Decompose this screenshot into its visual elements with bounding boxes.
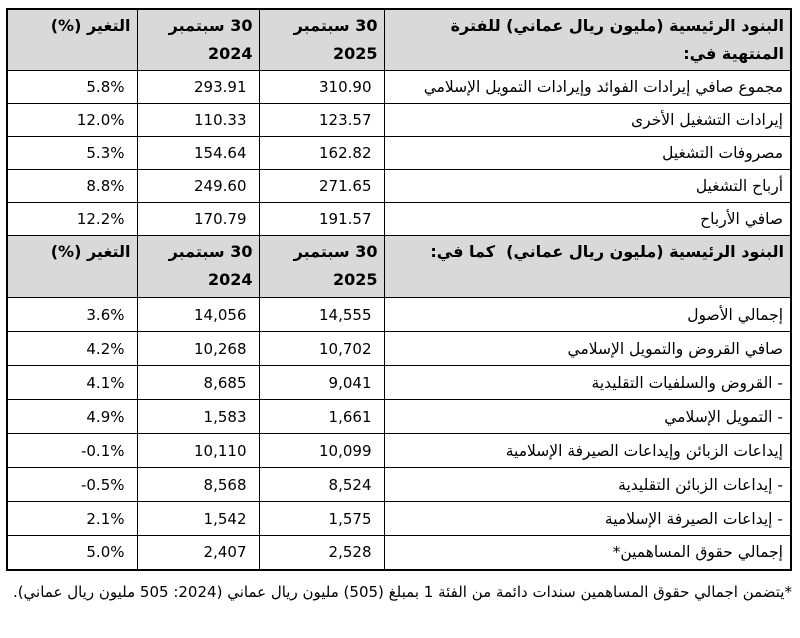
row-label: - التمويل الإسلامي: [383, 399, 792, 434]
section1-title: البنود الرئيسية (مليون ريال عماني) للفتر…: [383, 8, 792, 71]
row-label: مصروفات التشغيل: [383, 136, 792, 170]
column-header-sep-2025: 30 سبتمبر 2025: [258, 8, 385, 71]
value-change: 12.2%: [6, 202, 138, 236]
table-row: إجمالي الأصول 14,555 14,056 3.6%: [6, 297, 792, 332]
value-2025: 1,575: [258, 501, 385, 536]
value-2024: 154.64: [136, 136, 260, 170]
value-2025: 1,661: [258, 399, 385, 434]
table-row: إيرادات التشغيل الأخرى 123.57 110.33 12.…: [6, 103, 792, 137]
value-2024: 10,268: [136, 331, 260, 366]
value-2024: 8,568: [136, 467, 260, 502]
value-2025: 271.65: [258, 169, 385, 203]
value-2024: 1,583: [136, 399, 260, 434]
value-2024: 8,685: [136, 365, 260, 400]
date-line-month: 30 سبتمبر: [293, 16, 378, 35]
row-label: إيداعات الزبائن وإيداعات الصيرفة الإسلام…: [383, 433, 792, 468]
row-label: أرباح التشغيل: [383, 169, 792, 203]
table-row: أرباح التشغيل 271.65 249.60 8.8%: [6, 169, 792, 203]
section1-header-row: البنود الرئيسية (مليون ريال عماني) للفتر…: [6, 8, 792, 71]
date-line-year: 2024: [207, 270, 253, 289]
row-label: - إيداعات الصيرفة الإسلامية: [383, 501, 792, 536]
value-change: 4.1%: [6, 365, 138, 400]
table-row: صافي القروض والتمويل الإسلامي 10,702 10,…: [6, 331, 792, 366]
value-change: 4.2%: [6, 331, 138, 366]
value-2024: 10,110: [136, 433, 260, 468]
value-2025: 310.90: [258, 70, 385, 104]
date-line-year: 2025: [332, 44, 378, 63]
value-change: -0.5%: [6, 467, 138, 502]
value-change: -0.1%: [6, 433, 138, 468]
row-label: - إيداعات الزبائن التقليدية: [383, 467, 792, 502]
value-2025: 10,702: [258, 331, 385, 366]
date-line-year: 2024: [207, 44, 253, 63]
value-change: 2.1%: [6, 501, 138, 536]
value-2024: 1,542: [136, 501, 260, 536]
value-change: 12.0%: [6, 103, 138, 137]
date-line-month: 30 سبتمبر: [168, 242, 253, 261]
column-header-sep-2024: 30 سبتمبر 2024: [136, 235, 260, 298]
financial-summary-table: البنود الرئيسية (مليون ريال عماني) للفتر…: [6, 8, 792, 571]
value-change: 8.8%: [6, 169, 138, 203]
value-2024: 2,407: [136, 535, 260, 570]
value-change: 5.0%: [6, 535, 138, 570]
value-2025: 123.57: [258, 103, 385, 137]
date-line-year: 2025: [332, 270, 378, 289]
table-row: - التمويل الإسلامي 1,661 1,583 4.9%: [6, 399, 792, 434]
value-2025: 10,099: [258, 433, 385, 468]
value-2025: 9,041: [258, 365, 385, 400]
value-2025: 14,555: [258, 297, 385, 332]
section2-header-row: البنود الرئيسية (مليون ريال عماني) كما ف…: [6, 235, 792, 298]
table-row: - القروض والسلفيات التقليدية 9,041 8,685…: [6, 365, 792, 400]
row-label: إجمالي حقوق المساهمين*: [383, 535, 792, 570]
date-line-month: 30 سبتمبر: [293, 242, 378, 261]
column-header-change: التغير (%): [6, 235, 138, 298]
value-2024: 110.33: [136, 103, 260, 137]
footnote: *يتضمن اجمالي حقوق المساهمين سندات دائمة…: [12, 582, 792, 601]
table-row: إجمالي حقوق المساهمين* 2,528 2,407 5.0%: [6, 535, 792, 570]
column-header-sep-2024: 30 سبتمبر 2024: [136, 8, 260, 71]
date-line-month: 30 سبتمبر: [168, 16, 253, 35]
section-balance-sheet: البنود الرئيسية (مليون ريال عماني) كما ف…: [6, 235, 792, 570]
value-change: 5.8%: [6, 70, 138, 104]
column-header-sep-2025: 30 سبتمبر 2025: [258, 235, 385, 298]
row-label: - القروض والسلفيات التقليدية: [383, 365, 792, 400]
value-change: 5.3%: [6, 136, 138, 170]
row-label: صافي الأرباح: [383, 202, 792, 236]
value-2024: 293.91: [136, 70, 260, 104]
value-2025: 162.82: [258, 136, 385, 170]
table-row: مجموع صافي إيرادات الفوائد وإيرادات التم…: [6, 70, 792, 104]
value-change: 3.6%: [6, 297, 138, 332]
row-label: مجموع صافي إيرادات الفوائد وإيرادات التم…: [383, 70, 792, 104]
column-header-change: التغير (%): [6, 8, 138, 71]
value-change: 4.9%: [6, 399, 138, 434]
table-row: - إيداعات الصيرفة الإسلامية 1,575 1,542 …: [6, 501, 792, 536]
value-2025: 2,528: [258, 535, 385, 570]
section-income-statement: البنود الرئيسية (مليون ريال عماني) للفتر…: [6, 8, 792, 236]
value-2025: 191.57: [258, 202, 385, 236]
value-2024: 249.60: [136, 169, 260, 203]
value-2025: 8,524: [258, 467, 385, 502]
row-label: إجمالي الأصول: [383, 297, 792, 332]
table-row: صافي الأرباح 191.57 170.79 12.2%: [6, 202, 792, 236]
value-2024: 14,056: [136, 297, 260, 332]
section2-title: البنود الرئيسية (مليون ريال عماني) كما ف…: [383, 235, 792, 298]
row-label: صافي القروض والتمويل الإسلامي: [383, 331, 792, 366]
row-label: إيرادات التشغيل الأخرى: [383, 103, 792, 137]
table-row: إيداعات الزبائن وإيداعات الصيرفة الإسلام…: [6, 433, 792, 468]
value-2024: 170.79: [136, 202, 260, 236]
table-row: مصروفات التشغيل 162.82 154.64 5.3%: [6, 136, 792, 170]
table-row: - إيداعات الزبائن التقليدية 8,524 8,568 …: [6, 467, 792, 502]
